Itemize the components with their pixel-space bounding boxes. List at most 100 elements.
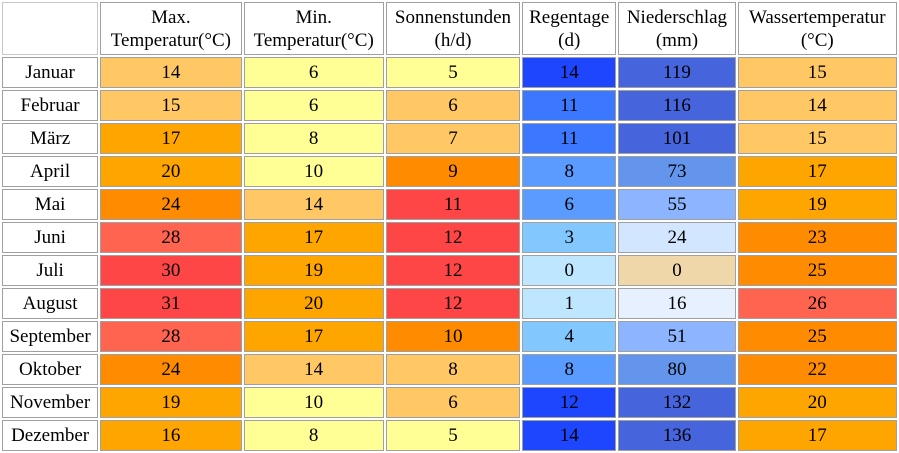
table-row: Juli 30 19 12 0 0 25 [2,255,897,286]
min-temperature-cell: 17 [243,222,384,253]
rain-days-cell: 6 [522,189,617,220]
month-label: Januar [2,57,99,88]
month-label: Oktober [2,354,99,385]
water-temperature-cell: 20 [737,387,897,418]
water-temperature-cell: 15 [737,123,897,154]
water-temperature-cell: 25 [737,255,897,286]
precipitation-cell: 55 [618,189,736,220]
precipitation-cell: 16 [618,288,736,319]
header-line1: Niederschlag [626,6,728,28]
month-label: September [2,321,99,352]
month-label: April [2,156,99,187]
month-label: Mai [2,189,99,220]
min-temperature-cell: 10 [243,387,384,418]
precipitation-cell: 101 [618,123,736,154]
month-label: März [2,123,99,154]
table-row: September 28 17 10 4 51 25 [2,321,897,352]
table-row: April 20 10 9 8 73 17 [2,156,897,187]
table-row: Oktober 24 14 8 8 80 22 [2,354,897,385]
header-line2: Temperatur(°C) [253,29,374,51]
max-temperature-cell: 15 [100,90,242,121]
min-temperature-cell: 14 [243,189,384,220]
max-temperature-cell: 20 [100,156,242,187]
table-row: Juni 28 17 12 3 24 23 [2,222,897,253]
max-temperature-cell: 19 [100,387,242,418]
sunshine-hours-cell: 10 [385,321,521,352]
sunshine-hours-cell: 9 [385,156,521,187]
table-row: August 31 20 12 1 16 26 [2,288,897,319]
sunshine-hours-cell: 12 [385,288,521,319]
header-precipitation: Niederschlag (mm) [618,2,736,55]
max-temperature-cell: 24 [100,189,242,220]
water-temperature-cell: 15 [737,57,897,88]
table-row: Februar 15 6 6 11 116 14 [2,90,897,121]
max-temperature-cell: 28 [100,222,242,253]
header-line1: Max. [151,6,191,28]
month-label: Februar [2,90,99,121]
header-min-temperature: Min. Temperatur(°C) [243,2,384,55]
month-label: August [2,288,99,319]
rain-days-cell: 8 [522,354,617,385]
precipitation-cell: 24 [618,222,736,253]
precipitation-cell: 0 [618,255,736,286]
rain-days-cell: 11 [522,90,617,121]
rain-days-cell: 14 [522,420,617,451]
header-row: Max. Temperatur(°C) Min. Temperatur(°C) So… [2,2,897,55]
rain-days-cell: 0 [522,255,617,286]
header-line2: Temperatur(°C) [110,29,231,51]
rain-days-cell: 11 [522,123,617,154]
precipitation-cell: 119 [618,57,736,88]
month-label: Juli [2,255,99,286]
table-row: Mai 24 14 11 6 55 19 [2,189,897,220]
header-rain-days: Regentage (d) [522,2,617,55]
precipitation-cell: 136 [618,420,736,451]
rain-days-cell: 3 [522,222,617,253]
min-temperature-cell: 20 [243,288,384,319]
water-temperature-cell: 26 [737,288,897,319]
month-label: Juni [2,222,99,253]
sunshine-hours-cell: 12 [385,255,521,286]
water-temperature-cell: 19 [737,189,897,220]
header-line2: (h/d) [434,29,472,51]
water-temperature-cell: 23 [737,222,897,253]
water-temperature-cell: 17 [737,156,897,187]
max-temperature-cell: 31 [100,288,242,319]
header-line2: (d) [558,29,581,51]
rain-days-cell: 8 [522,156,617,187]
table-row: März 17 8 7 11 101 15 [2,123,897,154]
max-temperature-cell: 16 [100,420,242,451]
max-temperature-cell: 28 [100,321,242,352]
header-sunshine-hours: Sonnenstunden (h/d) [385,2,521,55]
water-temperature-cell: 17 [737,420,897,451]
sunshine-hours-cell: 7 [385,123,521,154]
sunshine-hours-cell: 12 [385,222,521,253]
table-row: Dezember 16 8 5 14 136 17 [2,420,897,451]
min-temperature-cell: 6 [243,90,384,121]
min-temperature-cell: 14 [243,354,384,385]
rain-days-cell: 14 [522,57,617,88]
month-label: Dezember [2,420,99,451]
water-temperature-cell: 14 [737,90,897,121]
water-temperature-cell: 22 [737,354,897,385]
max-temperature-cell: 14 [100,57,242,88]
table-row: Januar 14 6 5 14 119 15 [2,57,897,88]
sunshine-hours-cell: 6 [385,90,521,121]
header-line2: (mm) [655,29,699,51]
sunshine-hours-cell: 5 [385,420,521,451]
sunshine-hours-cell: 11 [385,189,521,220]
sunshine-hours-cell: 6 [385,387,521,418]
header-corner [2,2,99,55]
max-temperature-cell: 24 [100,354,242,385]
rain-days-cell: 1 [522,288,617,319]
header-line1: Wassertemperatur [748,6,886,28]
min-temperature-cell: 6 [243,57,384,88]
precipitation-cell: 73 [618,156,736,187]
min-temperature-cell: 19 [243,255,384,286]
min-temperature-cell: 8 [243,123,384,154]
header-line2: (°C) [800,29,834,51]
header-line1: Regentage [529,6,610,28]
max-temperature-cell: 30 [100,255,242,286]
month-label: November [2,387,99,418]
header-line1: Sonnenstunden [394,6,512,28]
